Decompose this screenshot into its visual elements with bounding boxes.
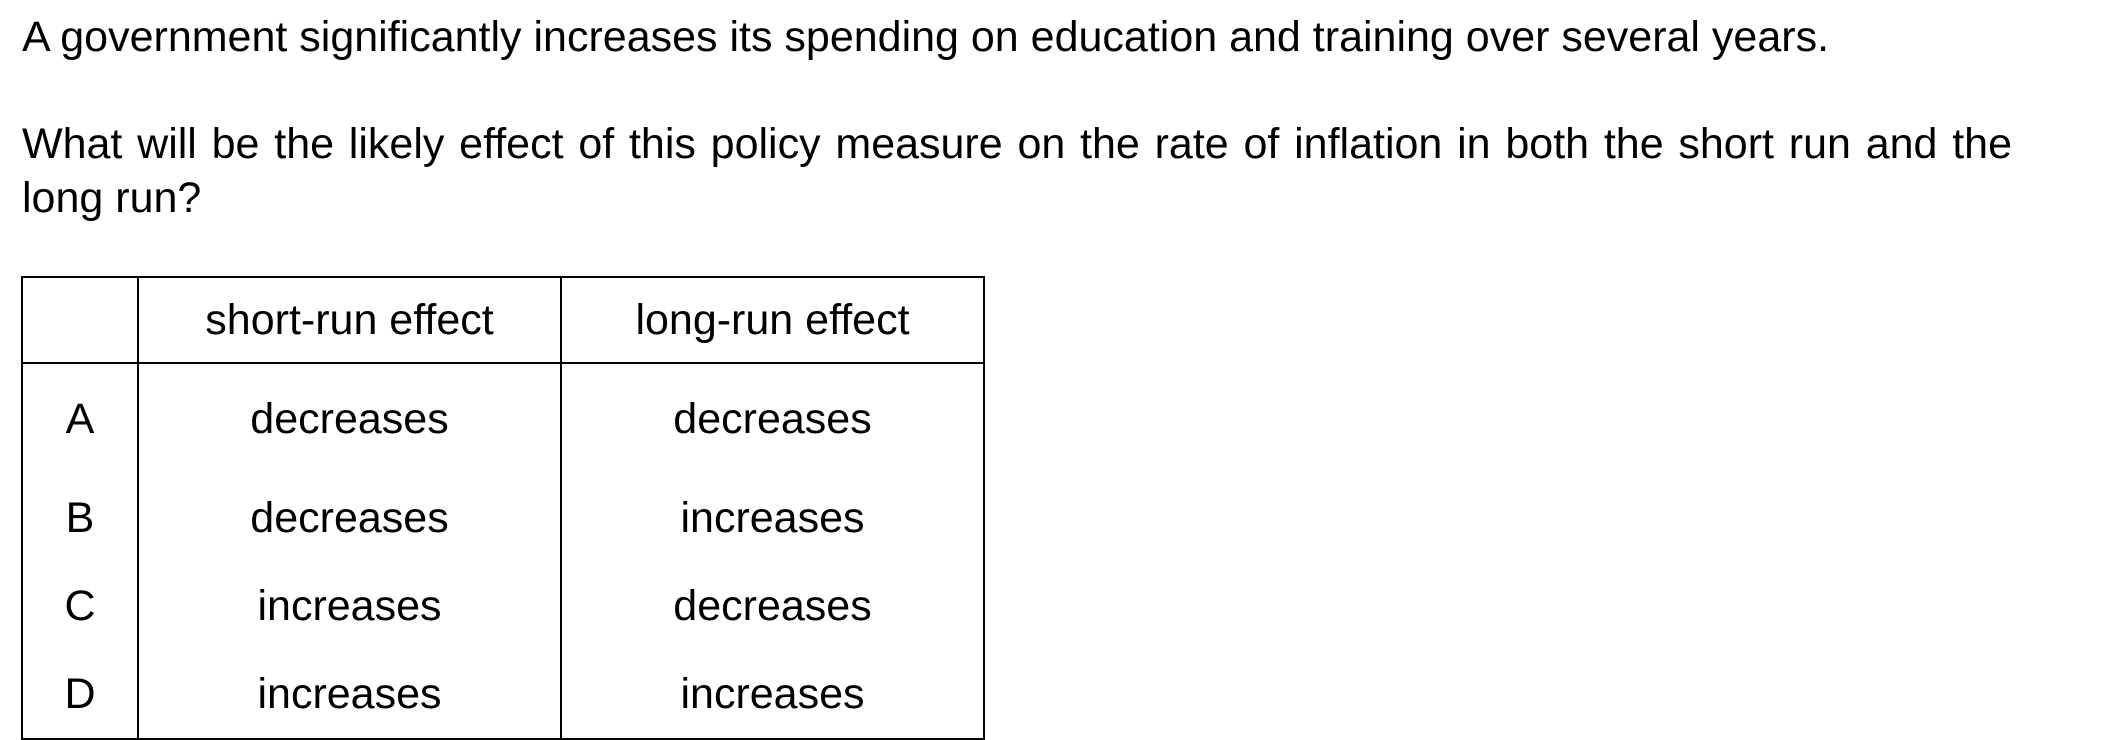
option-row-b[interactable]: B decreases increases (22, 474, 984, 562)
option-row-c[interactable]: C increases decreases (22, 562, 984, 650)
short-run-value: increases (138, 650, 562, 739)
option-letter: D (22, 650, 139, 739)
option-letter: A (22, 363, 139, 474)
option-letter: B (22, 474, 139, 562)
header-blank-cell (22, 277, 139, 364)
question-prompt: What will be the likely effect of this p… (22, 120, 2012, 222)
answer-options-table: short-run effect long-run effect A decre… (21, 276, 985, 740)
long-run-value: decreases (673, 581, 872, 630)
long-run-value: increases (680, 669, 865, 718)
question-stem: A government significantly increases its… (22, 13, 1830, 61)
option-row-d[interactable]: D increases increases (22, 650, 984, 739)
table-header-row: short-run effect long-run effect (22, 277, 984, 364)
short-run-value: decreases (138, 474, 562, 562)
option-letter: C (22, 562, 139, 650)
short-run-value: decreases (138, 363, 562, 474)
option-row-a[interactable]: A decreases decreases (22, 363, 984, 474)
header-short-run-effect: short-run effect (138, 277, 562, 364)
long-run-value: increases (680, 493, 865, 542)
header-long-run-effect: long-run effect (561, 277, 984, 364)
long-run-value: decreases (673, 394, 872, 443)
short-run-value: increases (138, 562, 562, 650)
